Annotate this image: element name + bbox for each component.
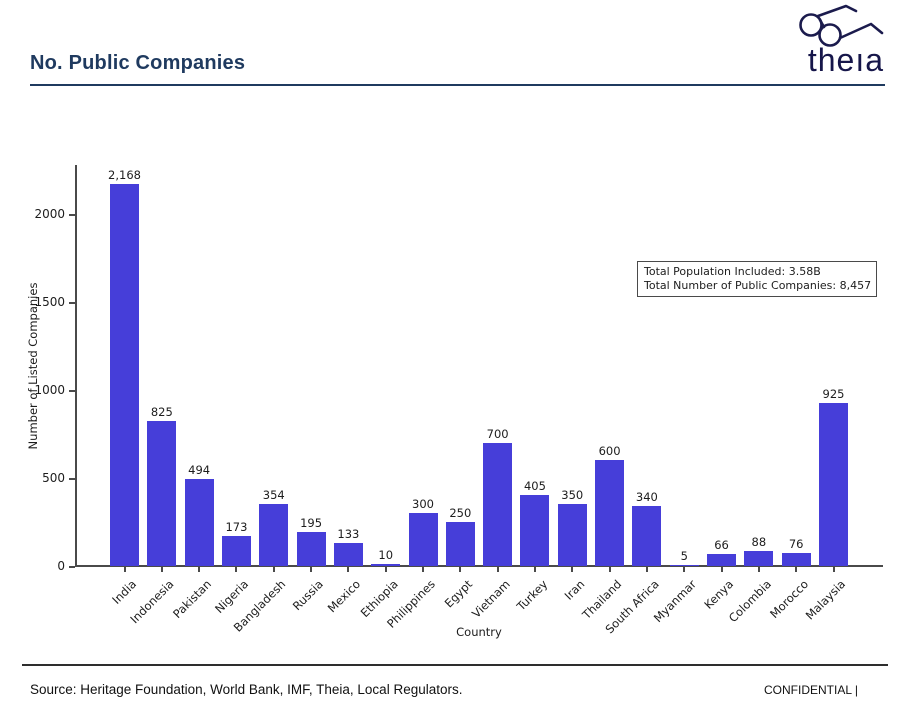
bar xyxy=(147,421,177,566)
bar-value-label: 88 xyxy=(751,535,767,549)
x-tick xyxy=(683,567,686,572)
title-underline xyxy=(30,84,885,86)
bar-value-label: 195 xyxy=(300,516,323,530)
bar xyxy=(221,536,251,566)
x-tick-label: India xyxy=(109,577,140,607)
bar xyxy=(110,184,139,566)
x-tick-label: Iran xyxy=(561,577,588,603)
x-tick xyxy=(160,567,163,572)
x-tick xyxy=(272,567,275,572)
annotation-line: Total Number of Public Companies: 8,457 xyxy=(644,279,872,292)
x-tick-label: Egypt xyxy=(441,577,476,611)
bar-value-label: 340 xyxy=(635,490,658,504)
bar xyxy=(408,513,438,566)
y-axis-line xyxy=(75,165,77,567)
bar-value-label: 350 xyxy=(561,488,584,502)
bar xyxy=(632,506,662,566)
bar xyxy=(333,543,363,566)
footer-divider xyxy=(22,664,888,666)
bar-value-label: 600 xyxy=(598,444,621,458)
bar xyxy=(520,495,550,566)
bar xyxy=(744,551,774,566)
bar-value-label: 250 xyxy=(449,506,472,520)
x-tick-label: Vietnam xyxy=(468,577,513,621)
x-tick xyxy=(123,567,126,572)
x-tick xyxy=(757,567,760,572)
bar xyxy=(707,554,737,566)
annotation-line: Total Population Included: 3.58B xyxy=(644,265,821,278)
x-tick xyxy=(720,567,723,572)
x-tick xyxy=(459,567,462,572)
bar-value-label: 825 xyxy=(150,405,173,419)
bar-value-label: 354 xyxy=(262,488,285,502)
eyeglasses-icon xyxy=(799,4,884,47)
y-tick xyxy=(69,477,75,480)
bar xyxy=(184,479,214,566)
y-tick xyxy=(69,566,75,568)
bar xyxy=(296,532,326,566)
confidential-label: CONFIDENTIAL | xyxy=(763,683,858,697)
bar-value-label: 133 xyxy=(337,527,360,541)
y-tick xyxy=(69,389,75,392)
bar xyxy=(669,565,699,566)
x-tick xyxy=(832,567,835,572)
bar-value-label: 925 xyxy=(822,387,845,401)
bar-value-label: 494 xyxy=(188,463,211,477)
x-tick xyxy=(571,567,574,572)
x-axis-title: Country xyxy=(456,625,502,639)
x-tick xyxy=(235,567,238,572)
logo-text: theıa xyxy=(807,42,884,78)
bar xyxy=(781,553,811,566)
bar-value-label: 405 xyxy=(523,479,546,493)
bar-value-label: 66 xyxy=(714,538,729,552)
y-tick-label: 0 xyxy=(57,559,65,573)
bar-chart-plot: 0 500 1000 1500 2000 2,168 India 825 Indonesia 49… xyxy=(34,165,883,636)
y-tick-label: 1000 xyxy=(34,382,65,397)
x-tick xyxy=(198,567,201,572)
x-tick-label: Pakistan xyxy=(170,577,215,621)
bar xyxy=(595,460,625,566)
bar-value-label: 10 xyxy=(378,548,394,562)
y-tick xyxy=(69,213,75,216)
y-tick xyxy=(69,301,75,304)
bar xyxy=(557,504,587,566)
page-title: No. Public Companies xyxy=(30,52,246,74)
bar-value-label: 2,168 xyxy=(108,168,141,182)
bar xyxy=(259,504,289,566)
x-tick-label: Turkey xyxy=(513,577,550,614)
annotation-box: Total Population Included: 3.58B Total N… xyxy=(637,261,877,297)
x-tick-label: Russia xyxy=(289,577,326,614)
x-tick-label: Kenya xyxy=(701,577,737,612)
x-axis-line xyxy=(75,565,883,567)
y-tick-label: 1500 xyxy=(34,294,65,309)
bar xyxy=(445,522,475,566)
bar-value-label: 5 xyxy=(680,549,688,563)
source-text: Source: Heritage Foundation, World Bank,… xyxy=(30,682,463,697)
bar xyxy=(483,443,513,566)
theia-logo: theıa xyxy=(778,0,888,84)
bar-value-label: 300 xyxy=(412,497,434,511)
x-tick xyxy=(422,567,425,572)
x-tick xyxy=(347,567,350,572)
x-tick-label: Malaysia xyxy=(802,577,849,623)
x-tick xyxy=(310,567,313,572)
x-tick xyxy=(384,567,387,572)
bar-value-label: 76 xyxy=(788,537,804,551)
bar xyxy=(371,564,401,566)
bar-value-label: 700 xyxy=(486,427,509,441)
y-tick-label: 2000 xyxy=(34,206,65,221)
bar-value-label: 173 xyxy=(225,520,248,534)
x-tick xyxy=(608,567,611,572)
x-tick xyxy=(533,567,536,572)
y-tick-label: 500 xyxy=(42,470,65,485)
x-tick xyxy=(645,567,648,572)
x-tick xyxy=(795,567,798,572)
bar xyxy=(819,403,848,566)
x-tick xyxy=(496,567,499,572)
